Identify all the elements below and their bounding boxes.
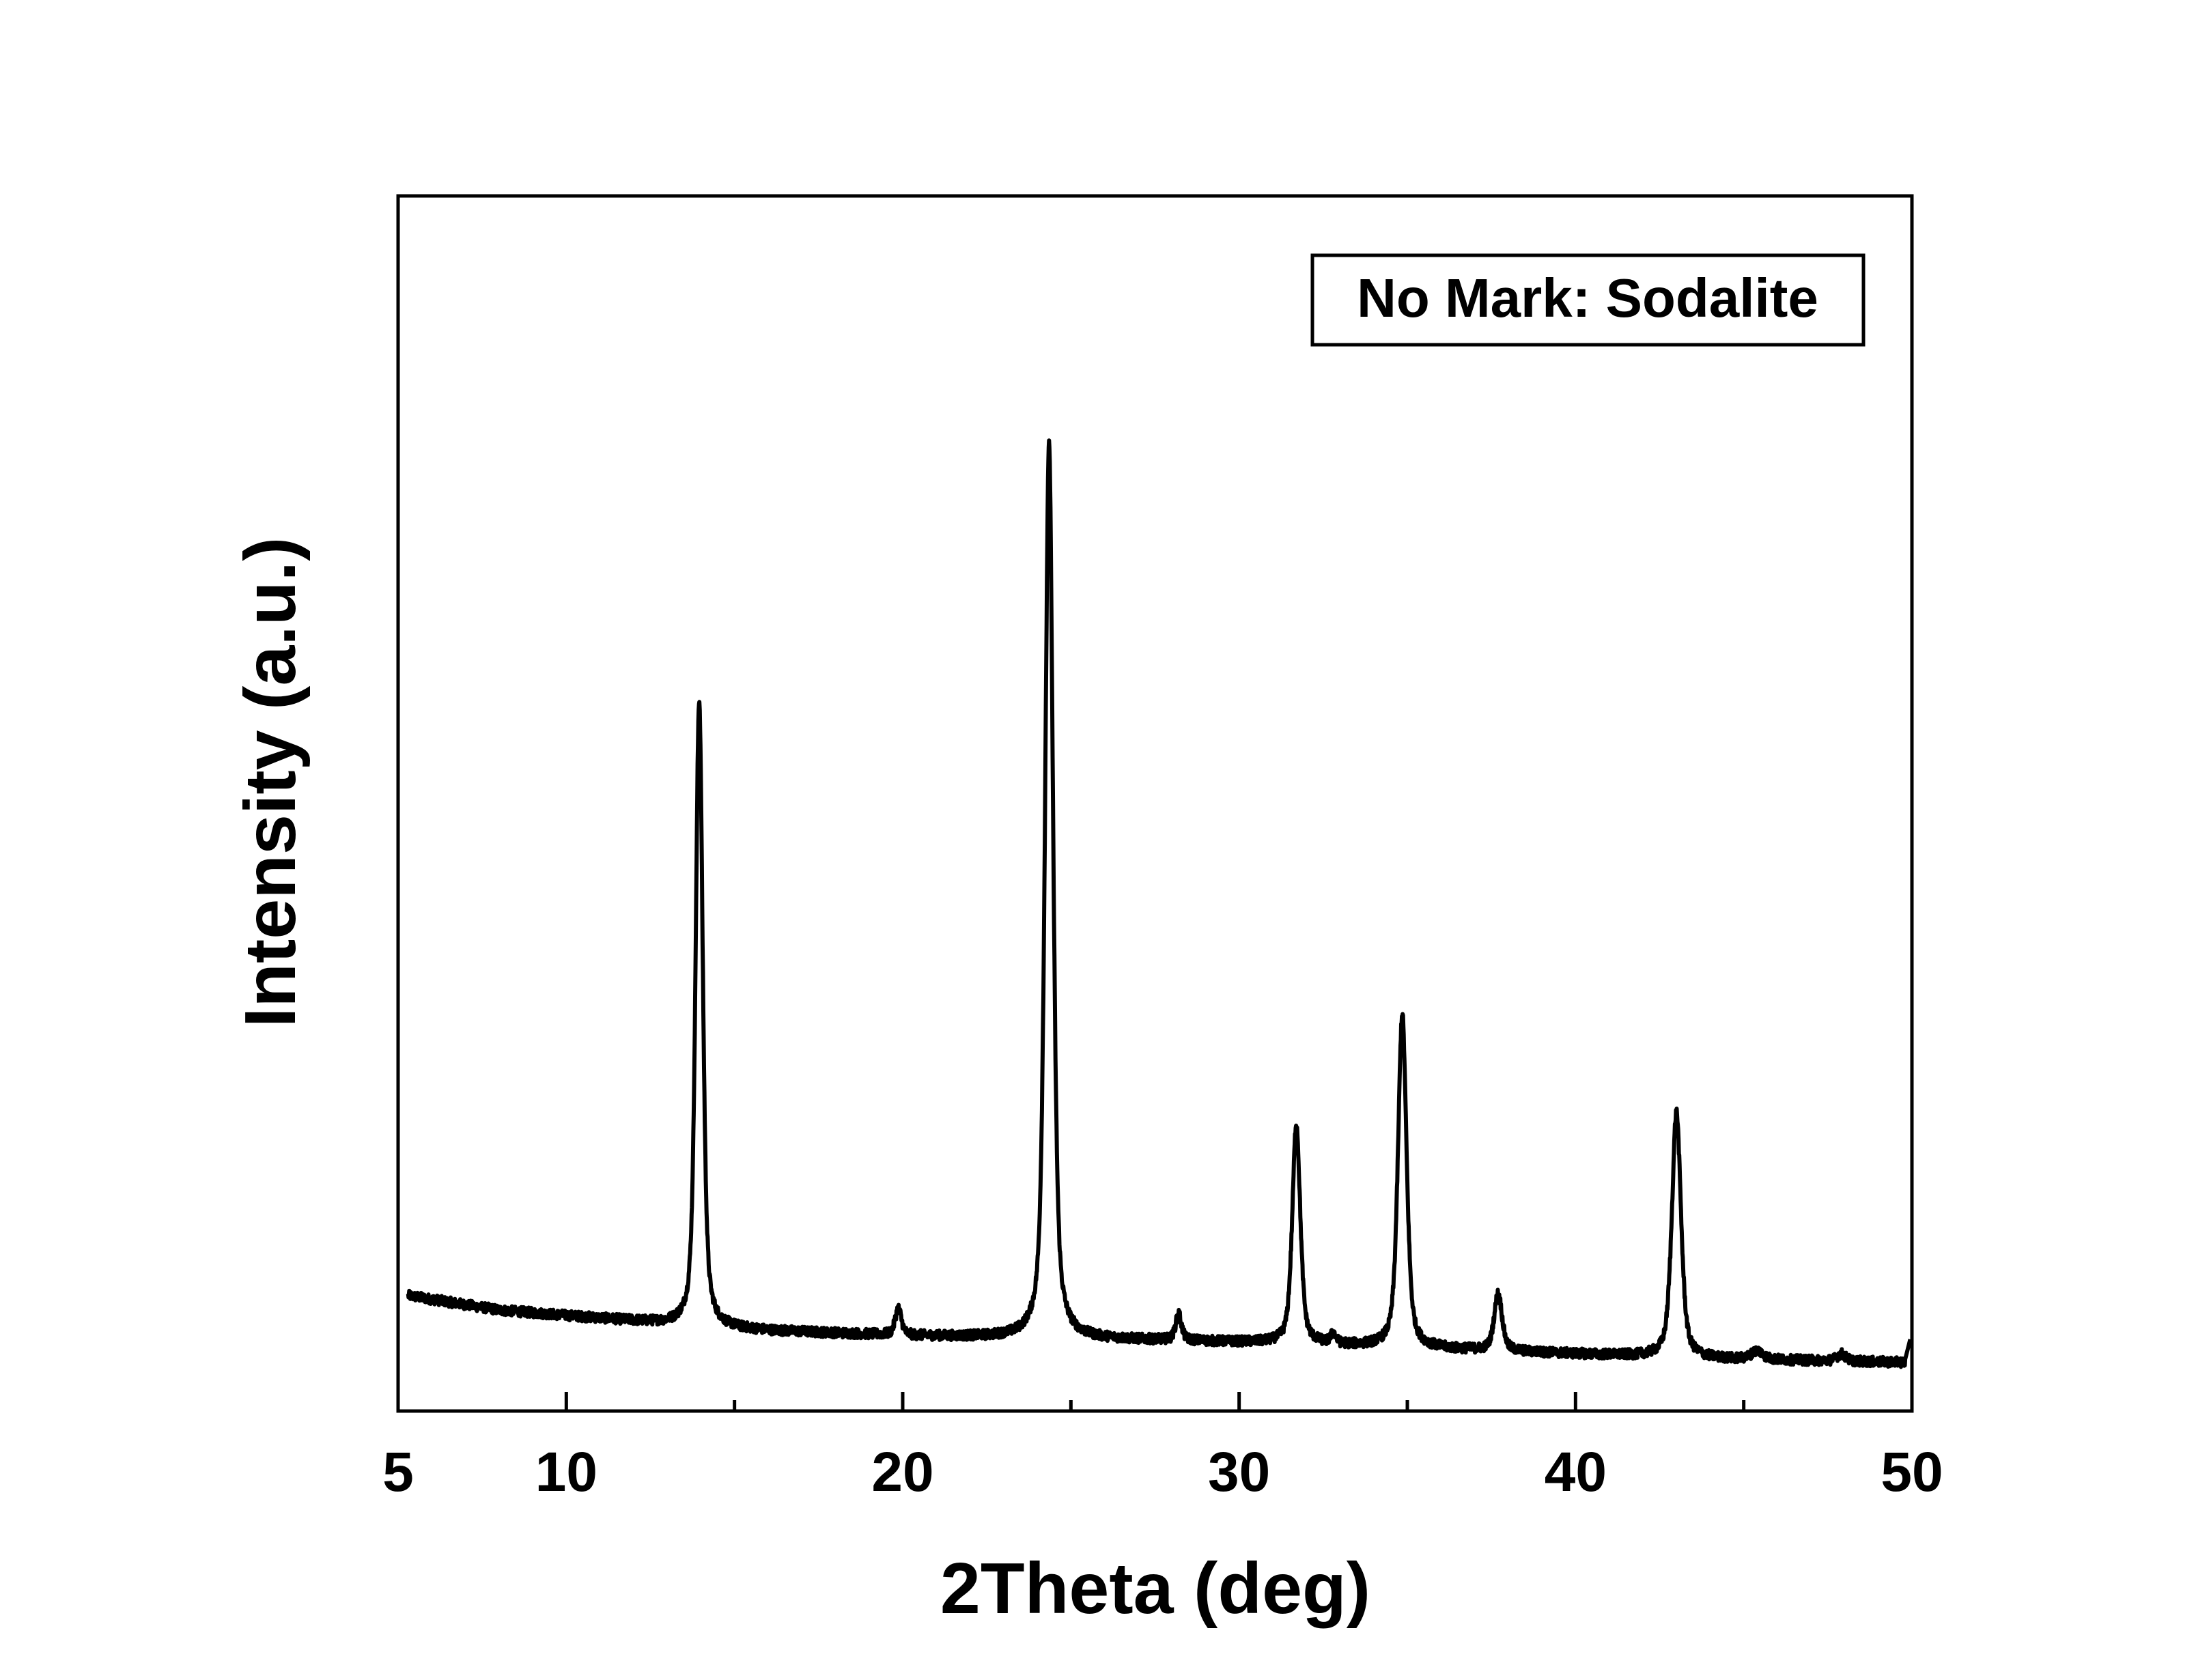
xrd-pattern-line (406, 438, 1913, 1369)
plot-frame (396, 194, 1914, 1413)
x-axis-label: 2Theta (deg) (940, 1548, 1370, 1629)
x-tick-label: 40 (1545, 1441, 1607, 1503)
legend-frame (1310, 253, 1866, 347)
legend-box: No Mark: Sodalite (1310, 253, 1866, 347)
x-tick-label: 5 (382, 1441, 414, 1503)
x-tick-label: 30 (1208, 1441, 1270, 1503)
x-tick-label: 20 (871, 1441, 933, 1503)
x-tick-label: 10 (535, 1441, 597, 1503)
x-axis-tick-labels: 5 10 20 30 40 50 (382, 1441, 1943, 1503)
legend-text: No Mark: Sodalite (1357, 268, 1818, 328)
y-axis-label: Intensity (a.u.) (230, 537, 311, 1028)
x-axis-ticks (564, 1392, 1746, 1411)
x-tick-label: 50 (1881, 1441, 1943, 1503)
